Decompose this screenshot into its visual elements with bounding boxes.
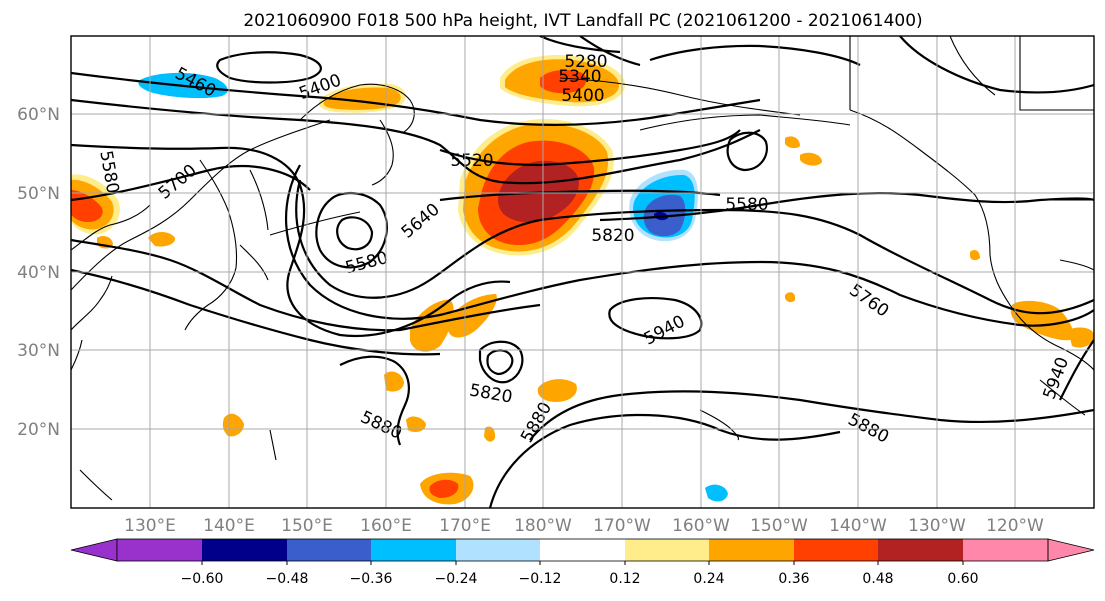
colorbar-segment	[117, 539, 202, 561]
colorbar-label: −0.60	[181, 571, 224, 587]
lon-label: 170°W	[593, 516, 651, 536]
colorbar-segment	[371, 539, 456, 561]
longitude-labels: 130°E 140°E 150°E 160°E 170°E 180°W 170°…	[124, 516, 1044, 536]
colorbar-segment	[625, 539, 709, 561]
colorbar-label: 0.24	[693, 571, 724, 587]
shade-neg-small	[705, 484, 728, 502]
shade-small-8	[484, 426, 496, 442]
colorbar: −0.60 −0.48 −0.36 −0.24 −0.12 0.12 0.24 …	[70, 538, 1095, 587]
colorbar-extend-right	[1047, 538, 1095, 562]
shade-bering-red	[540, 70, 587, 94]
lat-label: 50°N	[17, 184, 60, 204]
colorbar-label: 0.48	[862, 571, 893, 587]
contour-label: 5280	[564, 52, 607, 72]
contour-label: 5580	[725, 195, 768, 215]
lon-label: 150°E	[281, 516, 333, 536]
colorbar-segment	[287, 539, 371, 561]
latitude-labels: 60°N 50°N 40°N 30°N 20°N	[17, 105, 60, 440]
colorbar-frame	[116, 538, 1049, 562]
shade-small-13	[800, 152, 822, 166]
lon-label: 120°W	[986, 516, 1044, 536]
shade-small-3	[222, 413, 244, 437]
colorbar-segment	[202, 539, 287, 561]
colorbar-segment	[963, 539, 1048, 561]
shade-small-16	[970, 250, 980, 261]
colorbar-label: −0.24	[435, 571, 478, 587]
shade-small-9	[410, 299, 454, 352]
shade-central-darkred	[498, 160, 579, 223]
lon-label: 140°E	[203, 516, 255, 536]
map-panel: 5460 5400 5280 5340 5400 5580 5700 5520 …	[70, 35, 1095, 509]
lat-label: 40°N	[17, 263, 60, 283]
contour-label: 5400	[561, 86, 604, 106]
shade-small-4	[384, 371, 404, 392]
colorbar-ticks	[201, 561, 964, 565]
colorbar-segment	[456, 539, 540, 561]
colorbar-label: −0.36	[350, 571, 393, 587]
lat-label: 20°N	[17, 420, 60, 440]
colorbar-label: −0.48	[266, 571, 309, 587]
shade-small-11	[785, 292, 796, 303]
colorbar-segment	[540, 539, 625, 561]
figure-title: 2021060900 F018 500 hPa height, IVT Land…	[243, 11, 922, 31]
lon-label: 140°W	[829, 516, 887, 536]
lon-label: 150°W	[750, 516, 808, 536]
lat-label: 30°N	[17, 341, 60, 361]
colorbar-label: 0.36	[778, 571, 809, 587]
coastlines	[71, 36, 1094, 501]
shade-small-7	[406, 416, 426, 432]
colorbar-label: −0.12	[519, 571, 562, 587]
gridlines	[71, 36, 1094, 508]
lon-label: 180°W	[514, 516, 572, 536]
colorbar-segment	[709, 539, 794, 561]
lon-label: 160°W	[672, 516, 730, 536]
shade-small-15	[1068, 327, 1094, 348]
lon-label: 170°E	[439, 516, 491, 536]
colorbar-label: 0.60	[947, 571, 978, 587]
colorbar-segment	[794, 539, 878, 561]
lat-label: 60°N	[17, 105, 60, 125]
lon-label: 130°E	[124, 516, 176, 536]
shade-small-6r	[429, 479, 459, 498]
contour-label: 5520	[450, 151, 493, 171]
map-frame	[70, 35, 1095, 509]
shade-small-1	[148, 232, 176, 247]
colorbar-extend-left	[70, 538, 118, 562]
contour-label: 5820	[591, 226, 634, 246]
shade-small-5	[537, 379, 577, 402]
shade-small-12	[785, 136, 800, 149]
colorbar-segment	[878, 539, 963, 561]
contour-label: 5340	[558, 67, 601, 87]
lon-label: 160°E	[360, 516, 412, 536]
lon-label: 130°W	[908, 516, 966, 536]
colorbar-label: 0.12	[609, 571, 640, 587]
